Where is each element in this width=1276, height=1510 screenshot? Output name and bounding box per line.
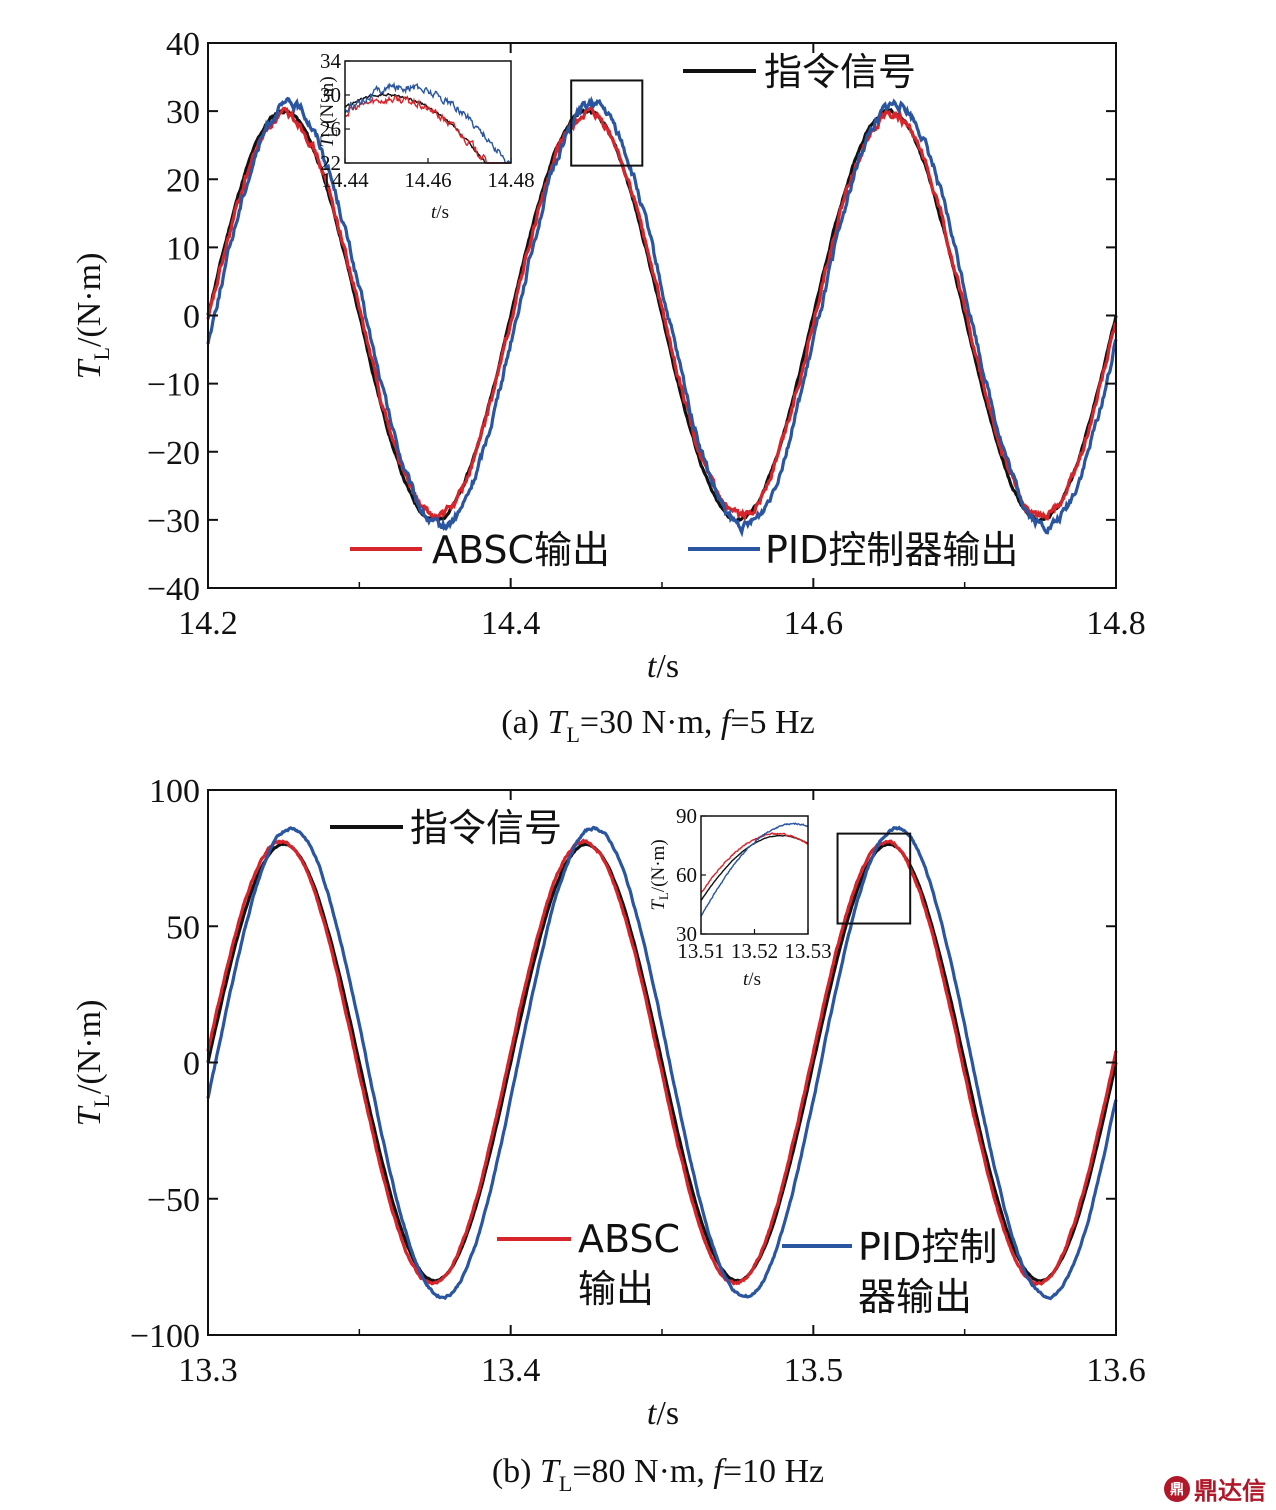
inset-y-tick-label: 90 <box>676 804 697 828</box>
inset-x-tick-label: 13.51 <box>677 939 724 963</box>
y-tick-label: 20 <box>166 162 200 199</box>
caption-a: (a) TL=30 N·m, f=5 Hz <box>501 704 814 747</box>
caption-b: (b) TL=80 N·m, f=10 Hz <box>492 1453 824 1496</box>
legend-label-pid-b-1: PID控制 <box>858 1225 997 1269</box>
series-group-a <box>206 95 1118 538</box>
series-group-b <box>206 825 1118 1301</box>
y-tick-label: −10 <box>147 367 200 404</box>
inset-series-a <box>344 81 511 164</box>
y-tick-label: −50 <box>147 1182 200 1219</box>
legend-label-pid-a: PID控制器输出 <box>765 528 1018 572</box>
series-line-b-2 <box>206 825 1118 1301</box>
x-tick-label: 14.2 <box>178 605 238 642</box>
x-tick-label: 14.6 <box>784 605 844 642</box>
inset-y-tick-label: 34 <box>320 49 342 73</box>
y-tick-label: −40 <box>147 571 200 608</box>
y-tick-label: 100 <box>149 773 200 810</box>
legend-label-command-a: 指令信号 <box>764 50 916 94</box>
legend-label-absc-b-1: ABSC <box>578 1217 680 1261</box>
y-tick-label: 50 <box>166 909 200 946</box>
inset-x-tick-label: 14.48 <box>487 168 534 192</box>
xlabel-a: t/s <box>647 648 679 685</box>
panel-a: 14.2 14.4 14.6 14.8 40 30 20 10 0 −10 −20 −30 −40 14… <box>71 26 1146 747</box>
panel-b: 13.3 13.4 13.5 13.6 100 50 0 −50 −100 13.51 13.52… <box>71 773 1146 1496</box>
inset-y-tick-label: 22 <box>320 151 341 175</box>
y-tick-label: −30 <box>147 503 200 540</box>
inset-series-line-a-1 <box>344 94 511 164</box>
inset-ylabel-a: TL/(N·m) <box>317 76 340 147</box>
inset-y-tick-label: 30 <box>320 83 341 107</box>
x-tick-label: 13.4 <box>481 1352 541 1389</box>
inset-xlabel-a: t/s <box>431 202 449 223</box>
inset-y-tick-label: 60 <box>676 863 697 887</box>
x-tick-label: 13.3 <box>178 1352 238 1389</box>
legend-label-pid-b-2: 器输出 <box>858 1275 972 1319</box>
legend-label-command-b: 指令信号 <box>410 806 562 850</box>
ticks-a: 14.2 14.4 14.6 14.8 40 30 20 10 0 −10 −20 −30 −40 <box>147 26 1146 642</box>
xlabel-b: t/s <box>647 1395 679 1432</box>
inset-a: 14.44 14.46 14.48 34 30 26 22 t/s TL/(N·m) <box>317 49 535 223</box>
zoom-box-a <box>570 79 644 167</box>
inset-ticks-b: 13.51 13.52 13.53 90 60 30 <box>676 804 832 963</box>
watermark-text: 鼎达信 <box>1194 1477 1266 1505</box>
ylabel-b: TL/(N·m) <box>71 1000 114 1127</box>
y-tick-label: 0 <box>183 1046 200 1083</box>
watermark-logo-icon: 鼎 <box>1164 1475 1190 1502</box>
y-tick-label: 10 <box>166 230 200 267</box>
inset-x-tick-label: 13.52 <box>731 939 778 963</box>
y-tick-label: 40 <box>166 26 200 63</box>
legend-label-absc-a: ABSC输出 <box>432 528 610 572</box>
inset-series-line-b-1 <box>700 832 809 894</box>
series-line-b-1 <box>206 838 1118 1287</box>
x-tick-label: 13.6 <box>1086 1352 1146 1389</box>
inset-y-tick-label: 26 <box>320 117 341 141</box>
zoom-box-b <box>836 832 912 925</box>
legend-label-absc-b-2: 输出 <box>578 1267 654 1311</box>
legend-a: 指令信号 ABSC输出 PID控制器输出 <box>350 50 1018 572</box>
series-line-a-2 <box>206 95 1118 538</box>
inset-series-line-b-2 <box>700 822 809 917</box>
x-tick-label: 14.4 <box>481 605 541 642</box>
inset-x-tick-label: 14.44 <box>321 168 369 192</box>
y-tick-label: 30 <box>166 94 200 131</box>
inset-ylabel-b: TL/(N·m) <box>648 839 671 910</box>
inset-ticks-a: 14.44 14.46 14.48 34 30 26 22 <box>320 49 535 192</box>
ylabel-a: TL/(N·m) <box>71 253 114 380</box>
inset-xlabel-b: t/s <box>743 969 761 990</box>
y-tick-label: −20 <box>147 435 200 472</box>
series-line-a-1 <box>206 104 1118 523</box>
inset-series-line-a-2 <box>344 81 511 164</box>
x-tick-label: 14.8 <box>1086 605 1146 642</box>
y-tick-label: −100 <box>130 1318 200 1355</box>
watermark: 鼎 鼎达信 <box>1164 1471 1266 1506</box>
y-tick-label: 0 <box>183 299 200 336</box>
ticks-b: 13.3 13.4 13.5 13.6 100 50 0 −50 −100 <box>130 773 1146 1389</box>
inset-y-tick-label: 30 <box>676 922 697 946</box>
legend-b: 指令信号 ABSC 输出 PID控制 器输出 <box>330 806 997 1319</box>
inset-b: 13.51 13.52 13.53 90 60 30 t/s TL/(N·m) <box>648 804 832 990</box>
inset-x-tick-label: 13.53 <box>784 939 831 963</box>
inset-x-tick-label: 14.46 <box>404 168 451 192</box>
x-tick-label: 13.5 <box>784 1352 844 1389</box>
inset-series-b <box>700 822 809 917</box>
series-line-b-0 <box>206 842 1118 1283</box>
